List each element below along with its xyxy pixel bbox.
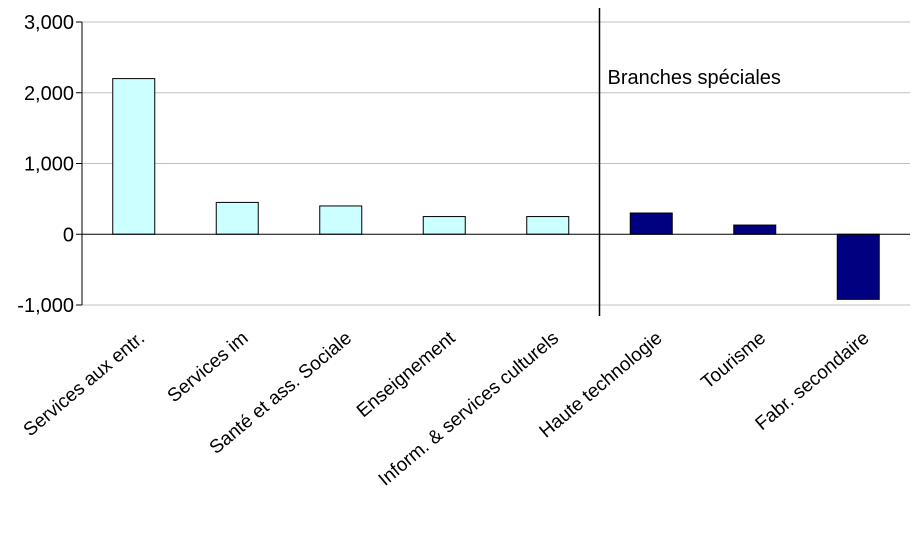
bars	[112, 78, 880, 300]
y-tick-label: 1,000	[24, 154, 74, 176]
annotation-label: Branches spéciales	[608, 67, 781, 89]
gridlines	[82, 21, 910, 306]
y-tick-label: 0	[63, 224, 74, 246]
bar	[836, 233, 880, 300]
y-tick-labels: -1,000 0 1,000 2,000 3,000	[17, 12, 74, 317]
category-label: Enseignement	[353, 327, 460, 422]
y-tick-label: 2,000	[24, 83, 74, 105]
bar	[319, 205, 363, 235]
bar	[733, 224, 777, 235]
category-label: Services aux entr.	[20, 328, 149, 441]
bar	[215, 201, 259, 235]
bar	[112, 78, 156, 235]
bar	[629, 212, 673, 235]
bar	[422, 216, 466, 235]
y-tick-label: 3,000	[24, 12, 74, 34]
axes	[76, 21, 910, 306]
category-label: Services im	[164, 328, 253, 407]
annotation: Branches spéciales	[598, 8, 781, 316]
category-label: Inform. & services culturels	[375, 328, 563, 491]
y-tick-label: -1,000	[17, 295, 74, 317]
category-label: Tourisme	[697, 328, 770, 394]
bar	[526, 216, 570, 235]
